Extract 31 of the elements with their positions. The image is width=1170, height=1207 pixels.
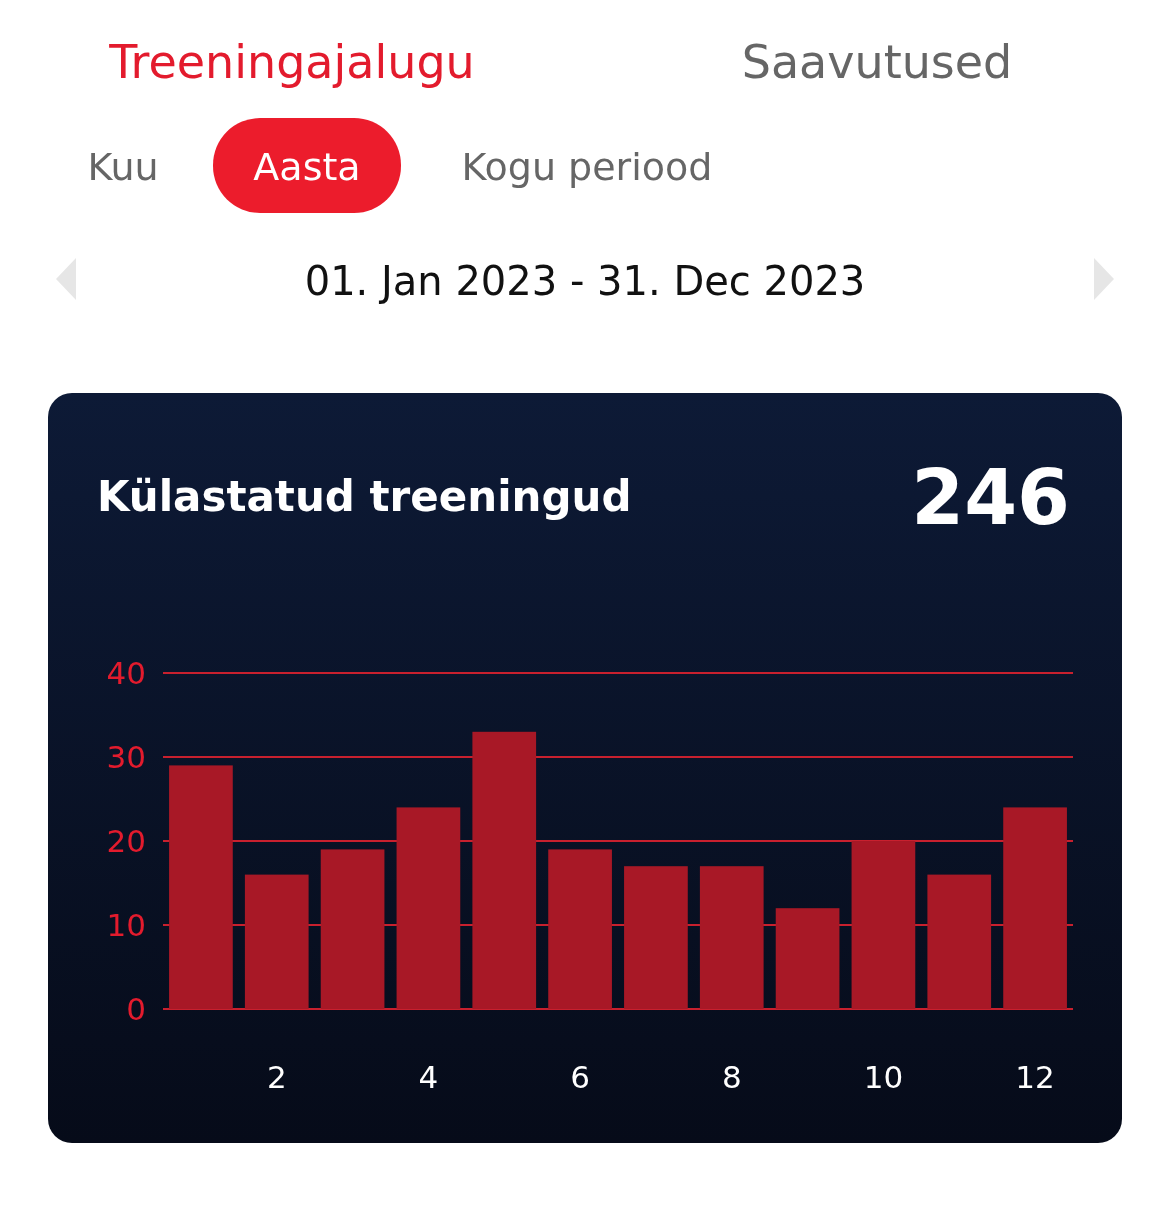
bar xyxy=(927,874,992,1009)
text: Kogu periood xyxy=(461,145,713,189)
bar xyxy=(548,849,612,1009)
y-tick-label: 0 xyxy=(126,990,146,1027)
y-tick-label: 20 xyxy=(106,822,146,859)
x-tick-label: 2 xyxy=(266,1059,287,1095)
text: 246 xyxy=(911,453,1070,542)
bar xyxy=(699,866,764,1009)
bar xyxy=(320,849,385,1009)
text: Kuu xyxy=(87,145,159,189)
bar xyxy=(169,765,233,1009)
x-tick-label: 12 xyxy=(1015,1059,1055,1095)
y-tick-label: 40 xyxy=(106,654,146,691)
chart-title: Külastatud treeningud xyxy=(97,472,632,521)
text: 01. Jan 2023 - 31. Dec 2023 xyxy=(304,258,866,304)
bar xyxy=(244,874,309,1009)
bar xyxy=(851,841,916,1009)
bar xyxy=(396,807,461,1009)
x-tick-label: 10 xyxy=(863,1059,904,1095)
text: Saavutused xyxy=(741,35,1013,89)
x-tick-label: 6 xyxy=(570,1059,590,1095)
bar xyxy=(1003,807,1067,1009)
bar xyxy=(472,731,537,1009)
x-tick-label: 4 xyxy=(418,1059,439,1095)
text: Treeningajalugu xyxy=(108,35,475,89)
bar xyxy=(775,908,840,1009)
text: Aasta xyxy=(253,145,361,189)
x-tick-label: 8 xyxy=(721,1059,742,1095)
bar xyxy=(624,866,688,1009)
y-tick-label: 10 xyxy=(106,906,146,943)
y-tick-label: 30 xyxy=(106,738,146,775)
